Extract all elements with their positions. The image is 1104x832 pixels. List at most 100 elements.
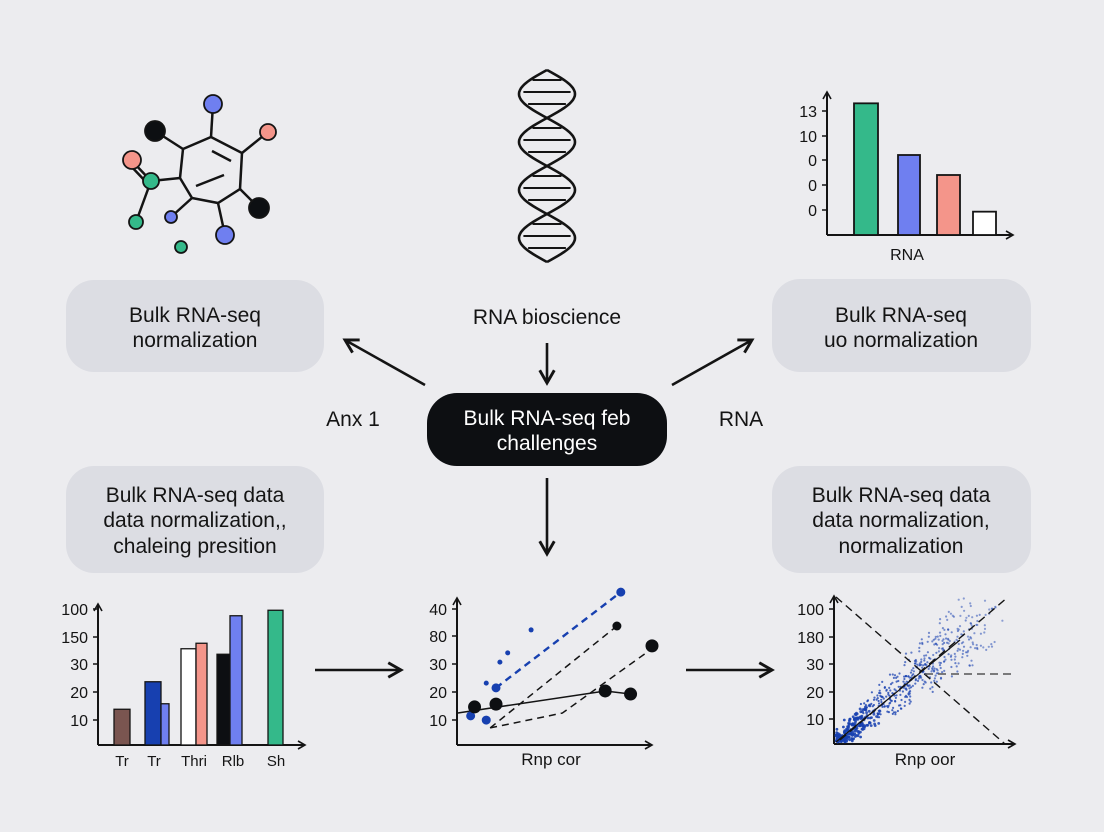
data-point [945, 637, 948, 640]
data-point [956, 635, 959, 638]
data-point [930, 681, 933, 684]
data-point [892, 711, 896, 714]
data-point [894, 711, 897, 714]
x-tick-label: Thri [181, 753, 207, 770]
data-point [887, 691, 890, 694]
arrow-icon [342, 338, 426, 387]
data-point [904, 652, 908, 655]
x-tick-label: Tr [115, 753, 129, 770]
y-tick-label: 13 [799, 104, 817, 121]
data-point [911, 684, 915, 688]
series-line [495, 591, 622, 689]
box-top-left: Bulk RNA-seq normalization [66, 280, 324, 372]
data-point [984, 613, 987, 617]
data-point [934, 635, 937, 638]
data-point [967, 614, 970, 618]
data-point [940, 647, 944, 650]
data-point [941, 671, 944, 674]
data-point [870, 691, 874, 694]
data-point [914, 682, 917, 685]
data-point [944, 633, 947, 636]
data-point [894, 713, 897, 716]
data-point [934, 674, 937, 677]
arrow-icon [671, 338, 755, 387]
data-point [964, 619, 967, 622]
data-point [963, 609, 966, 612]
series-line [489, 625, 618, 729]
bar [216, 653, 231, 746]
data-point [932, 653, 935, 657]
bar [195, 642, 208, 746]
data-point [962, 597, 965, 600]
data-point [898, 672, 901, 675]
data-point [895, 680, 898, 683]
data-point [968, 664, 971, 667]
data-point [897, 679, 900, 683]
data-point [848, 738, 852, 742]
data-point [859, 717, 863, 720]
data-point [845, 739, 848, 743]
data-point [932, 638, 935, 641]
data-point [927, 635, 930, 638]
data-point [894, 689, 898, 692]
data-point [851, 734, 854, 737]
data-point [953, 658, 956, 661]
data-point [922, 664, 925, 667]
data-point [924, 681, 927, 684]
data-point [855, 726, 859, 730]
y-tick-label: 10 [70, 713, 88, 730]
data-point [908, 691, 911, 694]
y-tick-label: 150 [61, 630, 88, 647]
data-point [913, 659, 917, 663]
data-point [936, 635, 939, 638]
data-point [870, 716, 873, 719]
center-box-text: Bulk RNA-seq feb [464, 407, 631, 430]
data-point [949, 655, 953, 658]
data-point [860, 727, 864, 731]
bar [160, 703, 170, 746]
bar [972, 210, 997, 236]
data-point [876, 694, 879, 697]
data-point [912, 667, 915, 670]
data-point [853, 732, 857, 736]
data-point [954, 662, 957, 665]
data-point [880, 695, 883, 698]
data-point [930, 670, 933, 673]
data-point [892, 706, 895, 710]
series-line [489, 649, 651, 729]
data-point [923, 654, 926, 657]
box-text: chaleing presition [113, 535, 276, 558]
data-point [937, 650, 941, 653]
data-point [491, 683, 501, 693]
data-point [983, 624, 986, 627]
data-point [957, 647, 960, 650]
box-bottom-right: Bulk RNA-seq data data normalization, no… [772, 466, 1031, 573]
data-point [908, 702, 911, 705]
data-point [883, 705, 886, 708]
data-point [931, 686, 934, 689]
data-point [943, 669, 946, 673]
data-point [863, 724, 866, 728]
chart-bottom-right: 100 180 30 20 10 Rnp oor [797, 594, 1017, 769]
data-point [878, 683, 881, 687]
data-point [947, 610, 950, 614]
y-tick-label: 0 [808, 203, 817, 220]
label-rna: RNA [719, 408, 763, 431]
data-point [962, 630, 965, 633]
data-point [905, 675, 908, 678]
data-point [927, 631, 931, 635]
dna-helix-icon [517, 68, 577, 264]
data-point [852, 737, 855, 741]
data-point [950, 665, 953, 669]
data-point [934, 637, 937, 640]
data-point [893, 674, 897, 677]
data-point [918, 650, 921, 653]
data-point [947, 653, 950, 656]
data-point [987, 645, 990, 648]
box-text: Bulk RNA-seq data [812, 484, 991, 507]
data-point [959, 614, 962, 618]
data-point [891, 673, 894, 676]
data-point [939, 677, 943, 680]
data-point [894, 700, 897, 703]
data-point [921, 686, 924, 689]
